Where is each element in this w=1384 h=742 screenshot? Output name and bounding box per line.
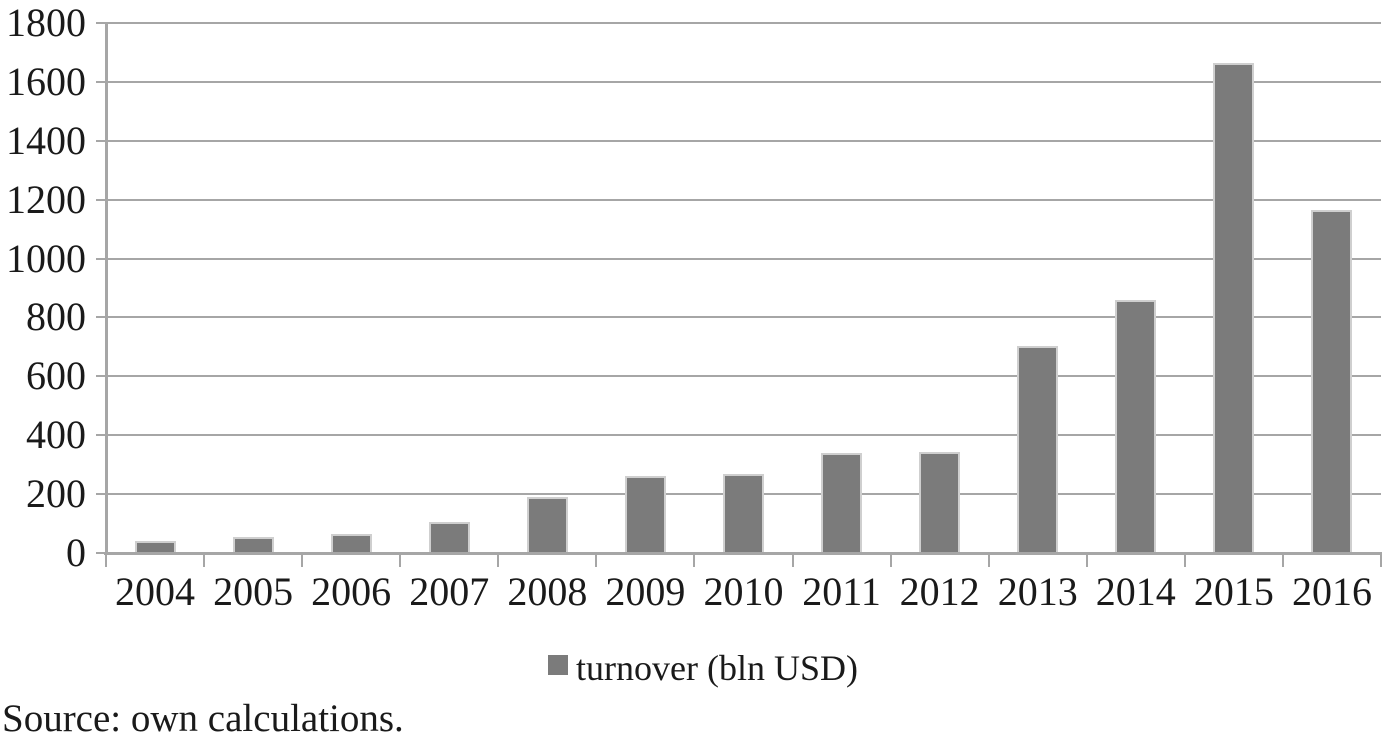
y-axis-tick (96, 375, 106, 378)
y-axis-tick (96, 198, 106, 201)
bar (1311, 210, 1353, 553)
x-tick-label: 2007 (409, 569, 490, 614)
x-axis-tick (497, 554, 500, 567)
y-axis-tick (96, 80, 106, 83)
x-tick-label: 2011 (802, 569, 881, 614)
y-axis-tick (96, 493, 106, 496)
source-note: Source: own calculations. (2, 697, 404, 740)
y-tick-label: 400 (26, 412, 86, 458)
x-axis-tick (1085, 554, 1088, 567)
gridline (106, 198, 1381, 201)
x-tick-label: 2005 (213, 569, 294, 614)
bar (723, 474, 764, 553)
bar (1115, 299, 1157, 553)
x-tick-label: 2008 (507, 569, 588, 614)
y-tick-label: 1400 (6, 117, 86, 163)
gridline (106, 316, 1381, 319)
x-axis-tick (105, 554, 107, 567)
gridline (106, 257, 1381, 260)
y-axis-tick (96, 552, 106, 554)
x-tick-label: 2010 (703, 569, 784, 614)
bar (232, 537, 274, 553)
bar (1213, 63, 1255, 553)
y-axis-tick (96, 316, 106, 319)
x-axis-tick (301, 554, 304, 567)
x-axis-tick (1281, 554, 1284, 567)
y-tick-label: 1000 (6, 235, 86, 281)
y-axis-line (105, 23, 108, 555)
bar (821, 453, 863, 553)
bar (134, 541, 176, 553)
x-tick-label: 2009 (605, 569, 686, 614)
gridline (106, 434, 1381, 437)
gridline (106, 375, 1381, 378)
x-axis-tick (987, 554, 990, 567)
y-axis-tick (96, 434, 106, 437)
x-axis-tick (1380, 554, 1382, 567)
x-axis-tick (595, 554, 598, 567)
y-axis-tick (96, 139, 106, 142)
bar (526, 497, 568, 553)
gridline (106, 80, 1381, 83)
bar (919, 452, 961, 553)
y-axis-tick (96, 22, 106, 24)
y-tick-label: 200 (26, 471, 86, 517)
y-tick-label: 600 (26, 353, 86, 399)
bar (330, 533, 372, 553)
x-axis-tick (203, 554, 206, 567)
x-axis-tick (791, 554, 794, 567)
y-tick-label: 800 (26, 294, 86, 340)
x-tick-label: 2004 (115, 569, 196, 614)
x-axis-tick (889, 554, 892, 567)
x-axis-line (104, 552, 1382, 555)
x-axis-tick (1183, 554, 1186, 567)
y-tick-label: 1200 (6, 176, 86, 222)
x-tick-label: 2015 (1193, 569, 1274, 614)
gridline (106, 22, 1381, 24)
y-tick-label: 0 (66, 530, 86, 575)
x-tick-label: 2013 (997, 569, 1078, 614)
x-tick-label: 2006 (311, 569, 392, 614)
y-tick-label: 1800 (6, 0, 86, 45)
x-axis-tick (693, 554, 696, 567)
y-axis-tick (96, 257, 106, 260)
x-tick-label: 2014 (1095, 569, 1176, 614)
y-tick-label: 1600 (6, 58, 86, 104)
x-tick-label: 2012 (899, 569, 980, 614)
gridline (106, 139, 1381, 142)
bar (1017, 346, 1059, 553)
bar (428, 522, 470, 553)
bar (624, 476, 666, 553)
x-axis-tick (399, 554, 402, 567)
x-tick-label: 2016 (1291, 569, 1372, 614)
